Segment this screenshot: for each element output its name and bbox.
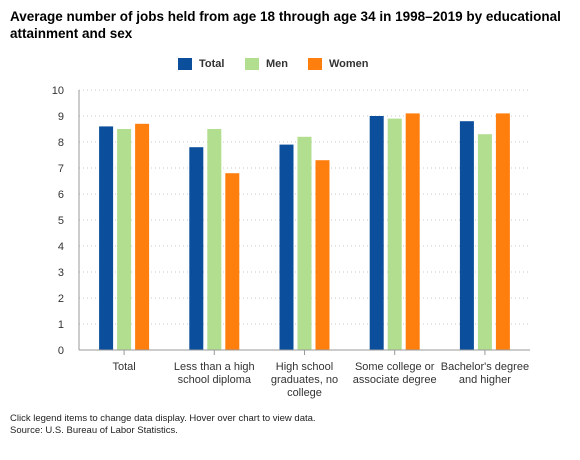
bar-total <box>279 144 294 350</box>
bar-chart: 0 1 2 3 4 5 6 7 8 9 10 Total Less than a highschool … <box>52 85 530 399</box>
footer-note: Click legend items to change data displa… <box>10 413 316 424</box>
y-tick-label: 10 <box>52 85 64 97</box>
y-tick-label: 3 <box>58 267 64 279</box>
y-tick-label: 6 <box>58 189 64 201</box>
bar-total <box>459 121 474 350</box>
x-tick-label: and higher <box>459 374 511 386</box>
x-tick-label: Some college or <box>355 361 435 373</box>
bar-total <box>369 116 384 350</box>
x-tick-label: High school <box>276 361 333 373</box>
bar-total <box>99 126 114 351</box>
y-tick-label: 8 <box>58 137 64 149</box>
legend-label-women: Women <box>329 58 369 70</box>
bar-men <box>117 129 132 350</box>
x-tick-label: college <box>287 387 322 399</box>
bar-women <box>135 123 150 350</box>
bar-men <box>207 129 222 350</box>
legend-swatch-men <box>245 58 259 70</box>
legend-swatch-women <box>308 58 322 70</box>
chart-legend: Total Men Women <box>0 57 580 73</box>
x-tick-label: associate degree <box>353 374 437 386</box>
bar-men <box>387 118 402 350</box>
y-tick-label: 1 <box>58 319 64 331</box>
x-tick-label: graduates, no <box>271 374 338 386</box>
bar-women <box>495 113 510 351</box>
x-tick-label: Total <box>112 361 135 373</box>
y-tick-label: 7 <box>58 163 64 175</box>
bar-women <box>405 113 420 351</box>
y-tick-label: 2 <box>58 293 64 305</box>
x-tick-label: Less than a high <box>174 361 255 373</box>
y-tick-label: 5 <box>58 215 64 227</box>
legend-swatch-total <box>178 58 192 70</box>
chart-title: Average number of jobs held from age 18 … <box>10 9 561 41</box>
bar-men <box>477 134 492 350</box>
chart-footer: Click legend items to change data displa… <box>10 413 316 437</box>
bar-women <box>315 160 330 350</box>
bar-total <box>189 147 204 350</box>
bar-women <box>225 173 240 350</box>
y-tick-label: 9 <box>58 111 64 123</box>
footer-source: Source: U.S. Bureau of Labor Statistics. <box>10 425 178 436</box>
x-tick-label: school diploma <box>178 374 252 386</box>
bar-men <box>297 136 312 350</box>
x-tick-label: Bachelor's degree <box>441 361 529 373</box>
legend-label-men: Men <box>266 58 288 70</box>
y-tick-label: 4 <box>58 241 64 253</box>
legend-label-total: Total <box>199 58 225 70</box>
y-tick-label: 0 <box>58 345 64 357</box>
